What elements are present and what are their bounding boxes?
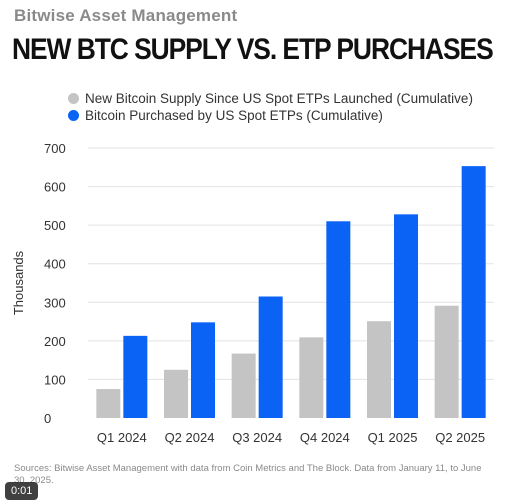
source-note: Sources: Bitwise Asset Management with d… <box>14 463 482 486</box>
x-tick-label: Q3 2024 <box>232 430 282 445</box>
bar-chart: 0 100 200 300 400 500 600 700 Thousands Q1 2024 Q2… <box>11 141 494 445</box>
y-tick-label: 100 <box>44 372 66 387</box>
bar-etp-purchased <box>123 335 148 418</box>
bar-new-supply <box>434 305 459 418</box>
bar-etp-purchased <box>191 322 215 418</box>
y-tick-label: 400 <box>44 257 66 272</box>
x-tick-label: Q4 2024 <box>300 430 350 445</box>
bar-etp-purchased <box>326 221 351 418</box>
bar-new-supply <box>231 353 256 418</box>
y-tick-label: 300 <box>44 295 66 310</box>
y-tick-label: 600 <box>44 180 66 195</box>
bar-etp-purchased <box>461 166 486 418</box>
video-timestamp-badge: 0:01 <box>5 482 39 500</box>
bar-new-supply <box>164 369 188 418</box>
bar-etp-purchased <box>394 214 418 418</box>
legend-label-supply: New Bitcoin Supply Since US Spot ETPs La… <box>85 91 473 106</box>
y-tick-label: 700 <box>44 141 66 156</box>
legend-swatch-supply <box>68 93 79 104</box>
bar-new-supply <box>96 389 121 418</box>
legend-swatch-etp <box>68 110 79 121</box>
y-tick-label: 0 <box>44 411 51 426</box>
legend-label-etp: Bitcoin Purchased by US Spot ETPs (Cumul… <box>85 108 383 123</box>
chart-legend: New Bitcoin Supply Since US Spot ETPs La… <box>68 90 473 124</box>
x-tick-label: Q1 2024 <box>97 430 147 445</box>
y-tick-label: 200 <box>44 334 66 349</box>
y-tick-label: 500 <box>44 218 66 233</box>
x-tick-label: Q2 2025 <box>435 430 485 445</box>
bar-new-supply <box>367 321 391 418</box>
chart-title: NEW BTC SUPPLY VS. ETP PURCHASES <box>12 33 494 66</box>
brand-name: Bitwise Asset Management <box>14 6 238 25</box>
y-axis-label: Thousands <box>11 250 26 315</box>
legend-item-etp: Bitcoin Purchased by US Spot ETPs (Cumul… <box>68 107 473 124</box>
bar-etp-purchased <box>258 296 283 418</box>
x-tick-label: Q2 2024 <box>165 430 215 445</box>
x-tick-label: Q1 2025 <box>368 430 418 445</box>
bar-new-supply <box>299 337 324 418</box>
legend-item-supply: New Bitcoin Supply Since US Spot ETPs La… <box>68 90 473 107</box>
